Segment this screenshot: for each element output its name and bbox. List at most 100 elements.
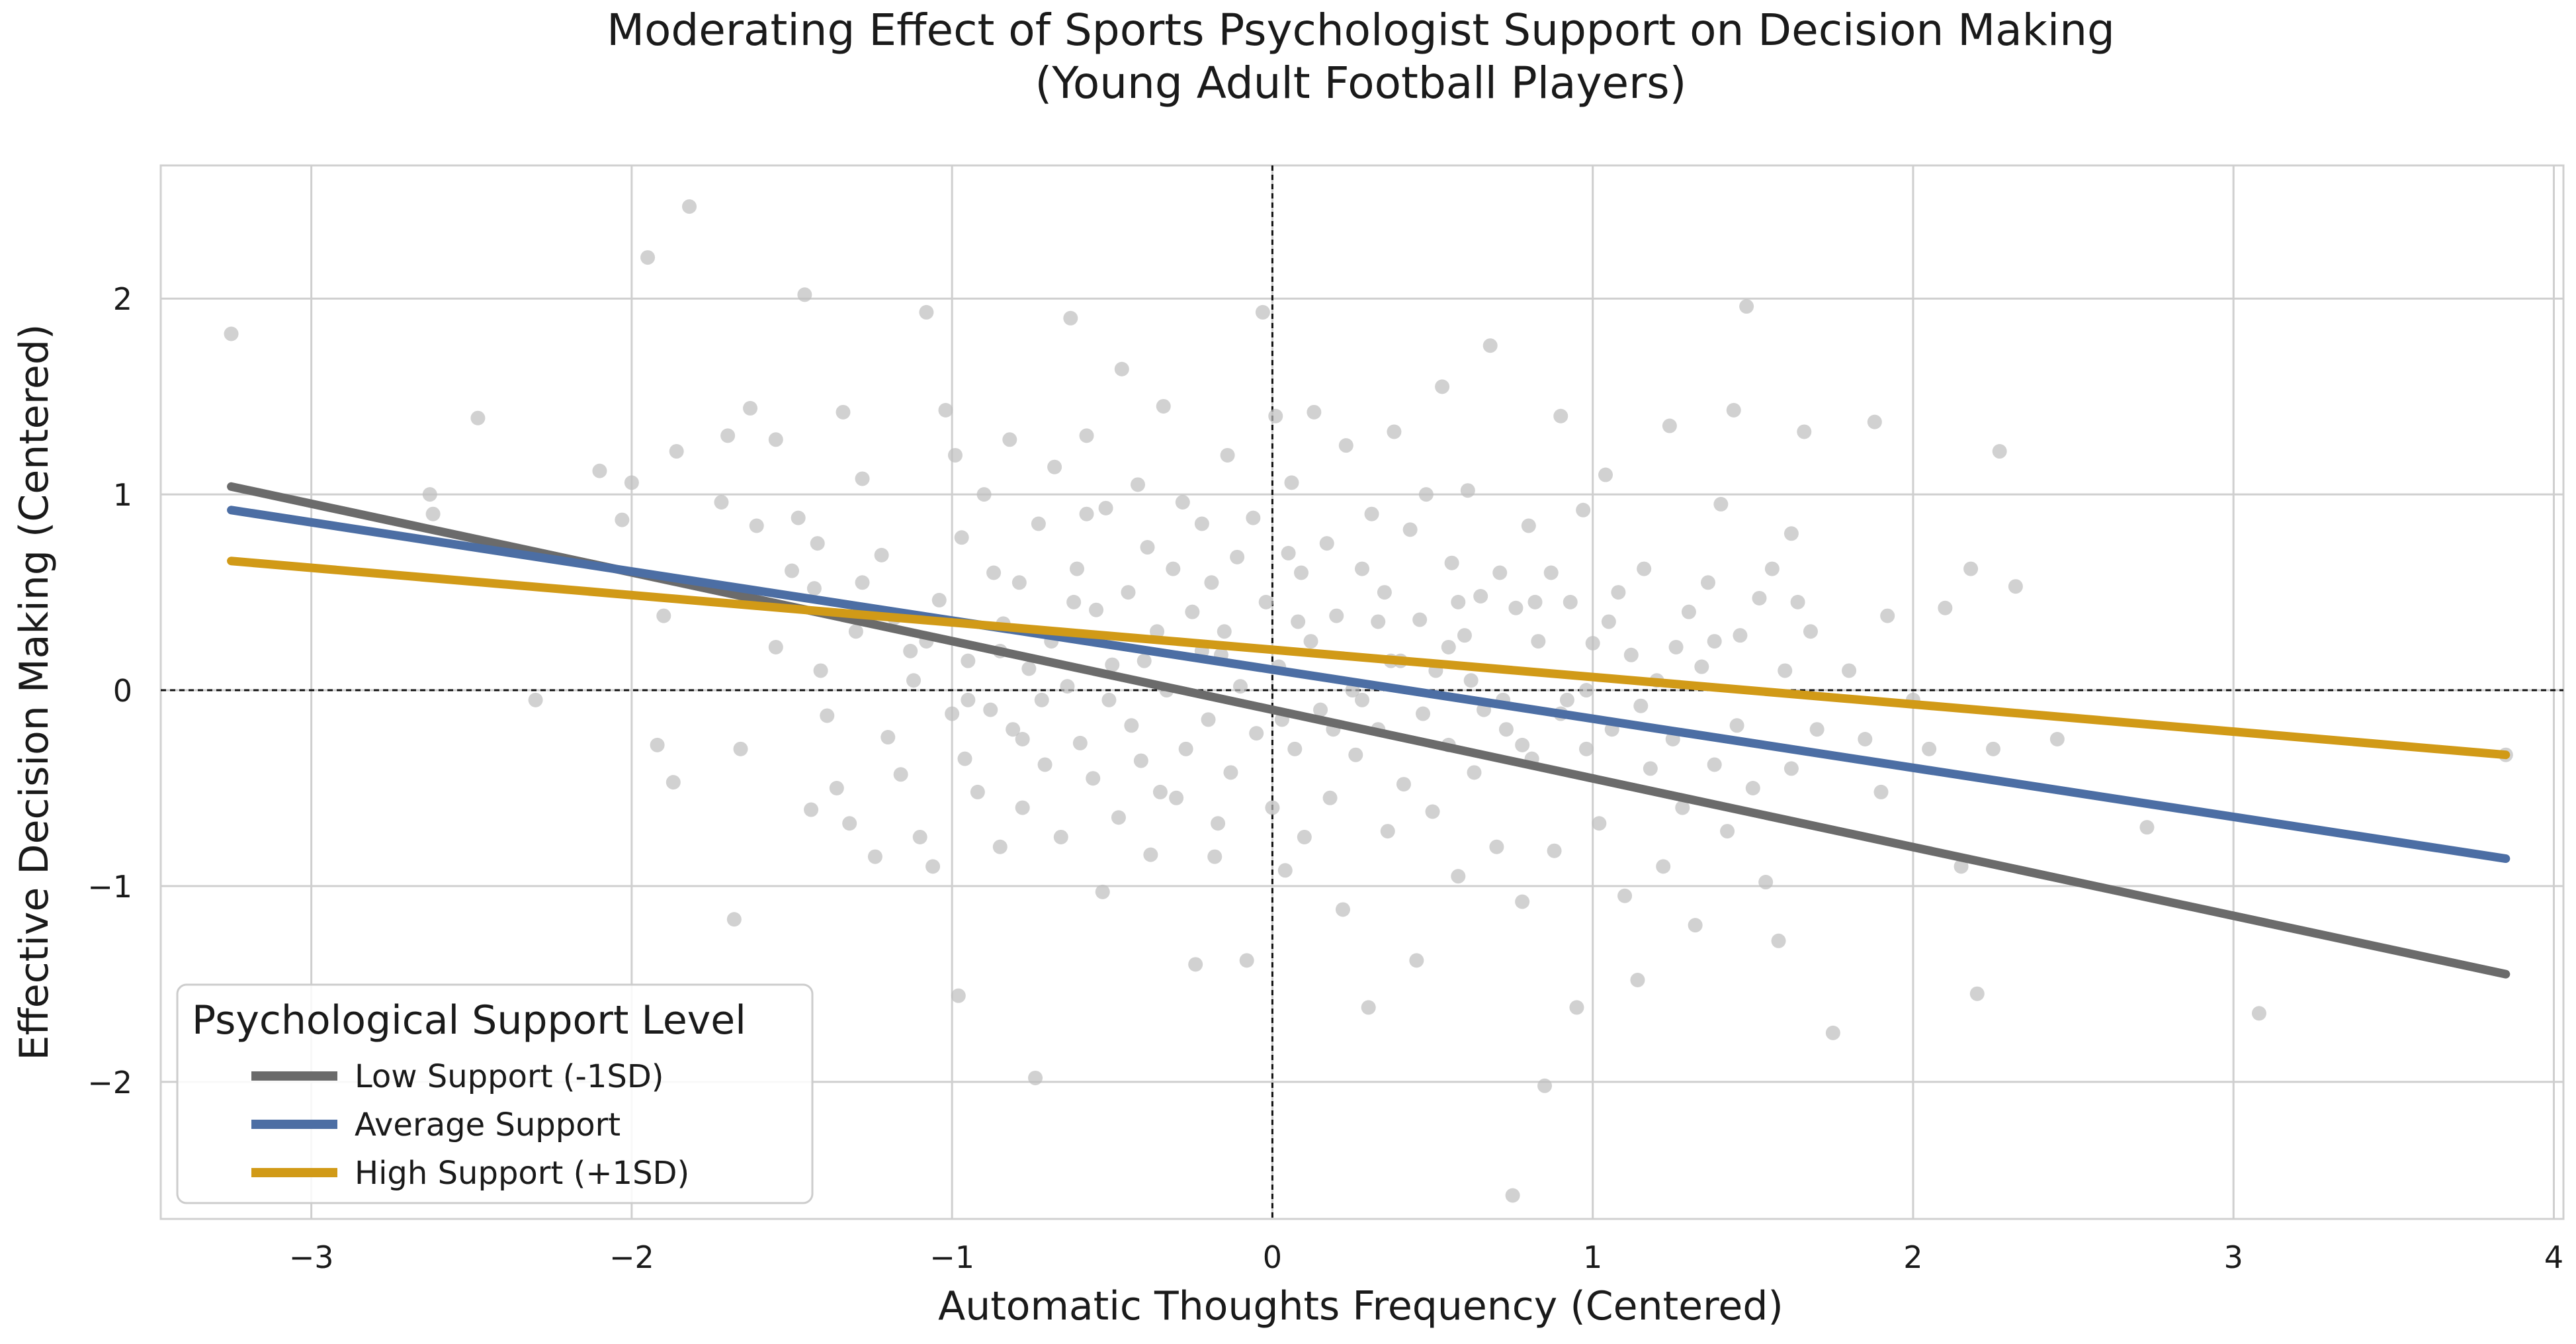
scatter-point — [1633, 698, 1649, 713]
scatter-point — [720, 428, 736, 443]
scatter-point — [1547, 843, 1562, 858]
scatter-point — [1287, 741, 1303, 756]
series-layer — [227, 482, 2511, 979]
y-axis-label: Effective Decision Making (Centered) — [11, 324, 58, 1061]
scatter-point — [1143, 847, 1158, 862]
scatter-point — [1592, 816, 1607, 831]
scatter-point — [1637, 561, 1652, 576]
scatter-point — [1121, 585, 1136, 600]
scatter-point — [1409, 953, 1424, 968]
scatter-point — [1011, 575, 1027, 590]
scatter-point — [938, 402, 953, 418]
scatter-point — [1482, 338, 1498, 353]
scatter-point — [1969, 986, 1985, 1001]
regression-line-average-support — [227, 506, 2511, 864]
scatter-point — [1329, 608, 1344, 623]
scatter-point — [1681, 604, 1696, 619]
scatter-point — [1783, 526, 1799, 541]
scatter-point — [906, 673, 922, 688]
legend-label-low: Low Support (-1SD) — [355, 1058, 664, 1095]
scatter-point — [1114, 361, 1129, 377]
scatter-point — [1451, 594, 1466, 609]
scatter-point — [1873, 784, 1889, 799]
scatter-point — [867, 849, 882, 864]
scatter-point — [682, 199, 697, 214]
legend-title: Psychological Support Level — [192, 997, 746, 1044]
scatter-point — [1066, 594, 1082, 609]
scatter-point — [1623, 647, 1639, 662]
y-tick-label: 2 — [113, 281, 132, 317]
scatter-point — [1492, 565, 1508, 580]
scatter-point — [1867, 414, 1882, 429]
scatter-point — [1418, 487, 1434, 502]
scatter-point — [1034, 692, 1049, 707]
scatter-point — [749, 518, 764, 533]
scatter-point — [422, 487, 437, 502]
scatter-point — [1783, 761, 1799, 776]
scatter-point — [1194, 516, 1209, 531]
scatter-point — [1643, 761, 1658, 776]
scatter-point — [1739, 299, 1754, 314]
scatter-point — [1140, 540, 1155, 555]
scatter-point — [1284, 475, 1299, 490]
scatter-point — [992, 839, 1008, 854]
scatter-point — [1630, 972, 1645, 987]
scatter-point — [1707, 757, 1722, 772]
scatter-point — [1137, 653, 1152, 668]
scatter-point — [1880, 608, 1895, 623]
scatter-point — [528, 692, 543, 707]
scatter-point — [1188, 957, 1203, 972]
scatter-point — [1265, 800, 1280, 815]
scatter-point — [624, 475, 639, 490]
scatter-point — [1425, 804, 1440, 819]
chart-title: Moderating Effect of Sports Psychologist… — [607, 5, 2115, 56]
scatter-point — [1707, 634, 1722, 649]
scatter-point — [1963, 561, 1979, 576]
scatter-point — [1371, 614, 1386, 629]
scatter-point — [1563, 594, 1578, 609]
scatter-point — [1435, 379, 1450, 394]
scatter-point — [1322, 790, 1338, 805]
scatter-point — [1662, 418, 1677, 433]
scatter-point — [954, 530, 969, 545]
scatter-point — [785, 563, 800, 578]
scatter-point — [1825, 1025, 1840, 1040]
scatter-point — [855, 575, 870, 590]
scatter-point — [1178, 741, 1193, 756]
scatter-point — [1752, 590, 1767, 605]
scatter-point — [1281, 545, 1296, 560]
scatter-point — [1668, 639, 1684, 654]
scatter-point — [1063, 310, 1078, 326]
scatter-point — [1656, 859, 1671, 874]
scatter-point — [1611, 585, 1626, 600]
scatter-point — [1515, 894, 1530, 909]
scatter-point — [1515, 737, 1530, 752]
scatter-point — [1079, 506, 1094, 521]
scatter-point — [1451, 869, 1466, 884]
y-tick-label: −2 — [87, 1065, 132, 1100]
scatter-point — [1726, 402, 1741, 418]
scatter-point — [1338, 438, 1353, 453]
scatter-point — [961, 692, 976, 707]
scatter-point — [836, 404, 851, 420]
scatter-point — [1764, 561, 1780, 576]
scatter-point — [1249, 726, 1264, 741]
scatter-point — [1778, 663, 1793, 678]
chart-subtitle: (Young Adult Football Players) — [1035, 58, 1687, 109]
scatter-point — [919, 304, 934, 320]
scatter-point — [2049, 732, 2065, 747]
scatter-point — [893, 767, 908, 782]
scatter-point — [1543, 565, 1559, 580]
scatter-point — [1537, 1078, 1553, 1093]
scatter-point — [640, 250, 656, 265]
scatter-point — [1335, 902, 1350, 917]
scatter-point — [848, 624, 863, 639]
scatter-point — [1498, 722, 1514, 737]
scatter-point — [1992, 444, 2007, 459]
scatter-point — [1986, 741, 2001, 756]
scatter-point — [733, 741, 748, 756]
scatter-point — [1131, 477, 1146, 492]
y-tick-label: 0 — [113, 673, 132, 709]
scatter-point — [797, 287, 812, 302]
